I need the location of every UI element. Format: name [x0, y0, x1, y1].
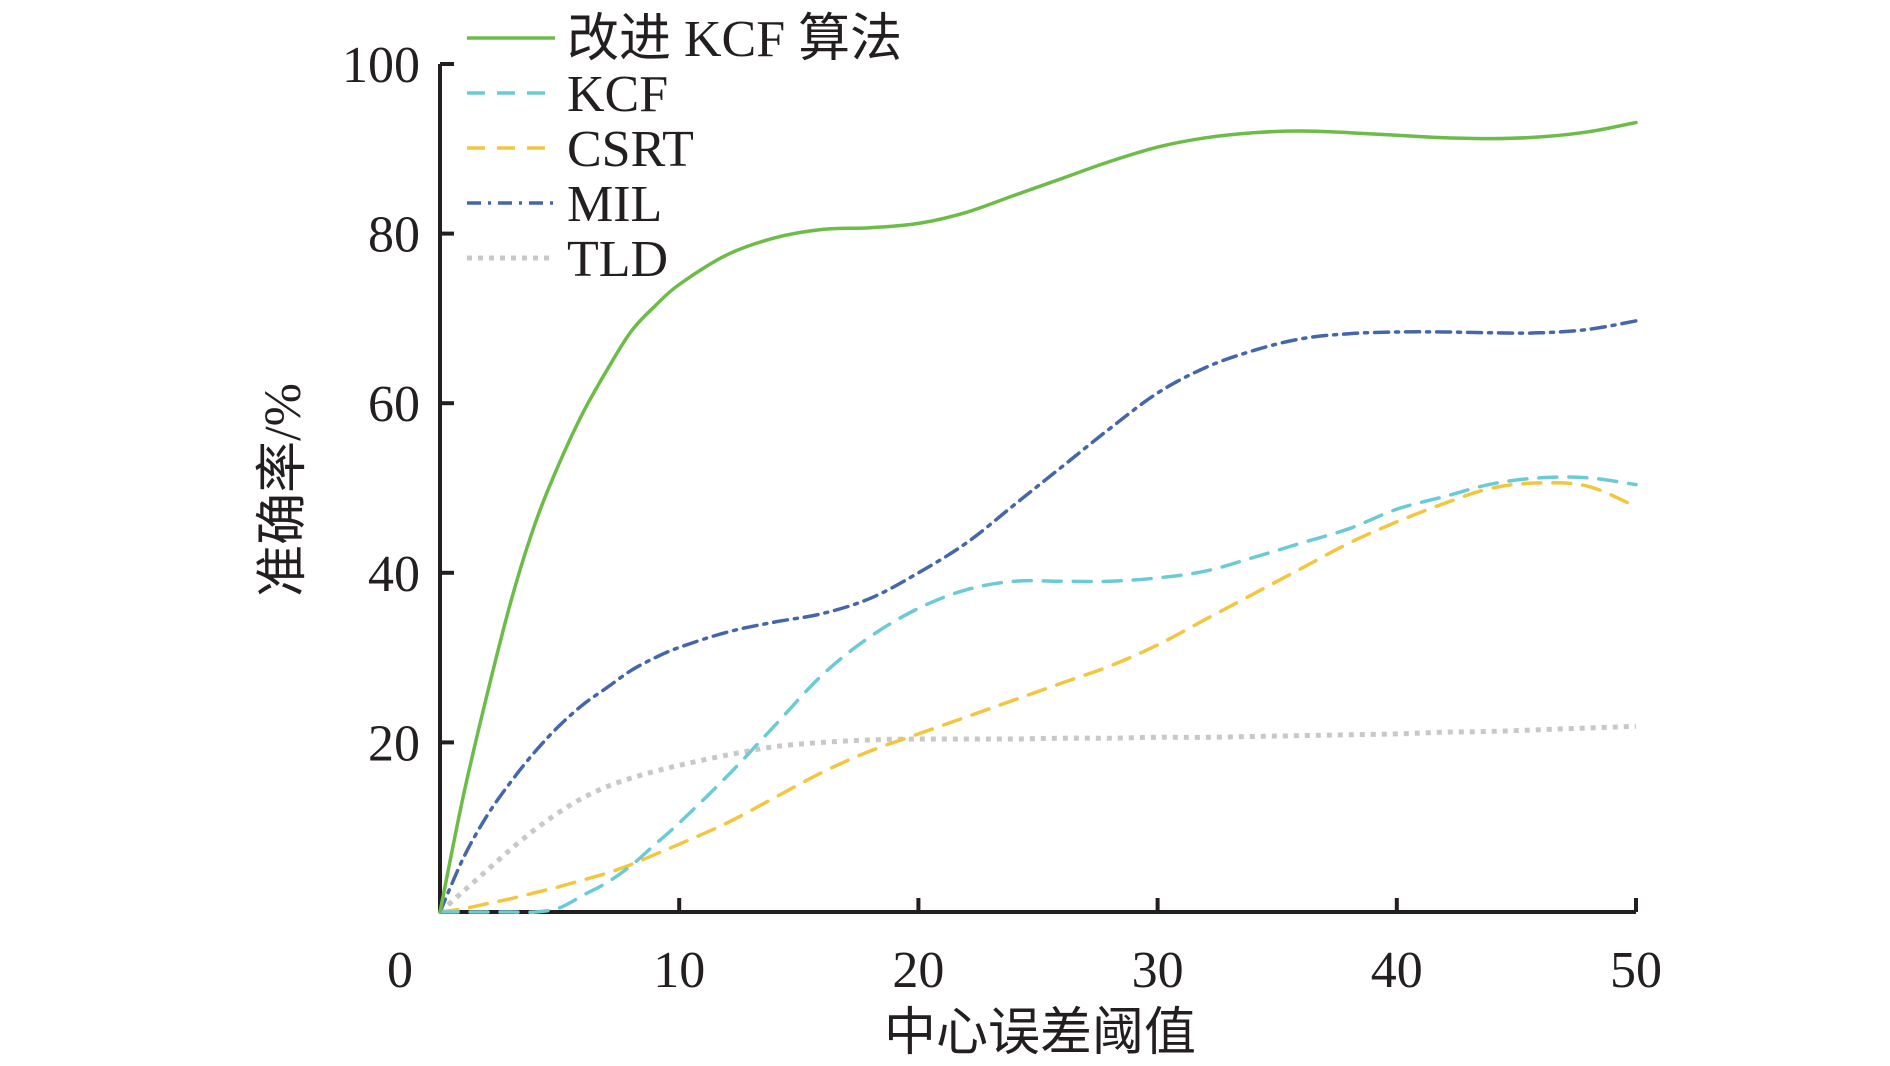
- legend-label: TLD: [567, 231, 668, 288]
- series-line-mil: [438, 319, 1638, 914]
- y-axis-title: 准确率/%: [255, 383, 312, 597]
- legend-label: CSRT: [567, 121, 694, 178]
- x-tick-label: 30: [1132, 942, 1184, 999]
- legend-label: 改进 KCF 算法: [567, 11, 902, 68]
- x-tick-label: 50: [1610, 942, 1662, 999]
- x-tick-label: 10: [653, 942, 705, 999]
- y-tick-label: 40: [368, 546, 420, 603]
- y-tick-label: 20: [368, 715, 420, 772]
- series-layer: [438, 120, 1638, 915]
- y-tick-label: 80: [368, 207, 420, 264]
- axes: 0 10 20 30 40 50 20 40 60 80 100: [342, 37, 1662, 999]
- x-axis-title: 中心误差阈值: [884, 1005, 1196, 1062]
- y-tick-label: 100: [342, 37, 420, 94]
- series-line-tld: [438, 723, 1637, 914]
- series-line-csrt: [438, 480, 1638, 914]
- x-tick-label: 20: [892, 942, 944, 999]
- legend-label: MIL: [567, 176, 662, 233]
- legend-label: KCF: [567, 66, 668, 123]
- y-tick-label: 60: [368, 376, 420, 433]
- x-tick-label: 0: [387, 942, 413, 999]
- series-line-改进-kcf-算法: [438, 120, 1638, 914]
- x-tick-label: 40: [1371, 942, 1423, 999]
- series-line-kcf: [438, 475, 1638, 915]
